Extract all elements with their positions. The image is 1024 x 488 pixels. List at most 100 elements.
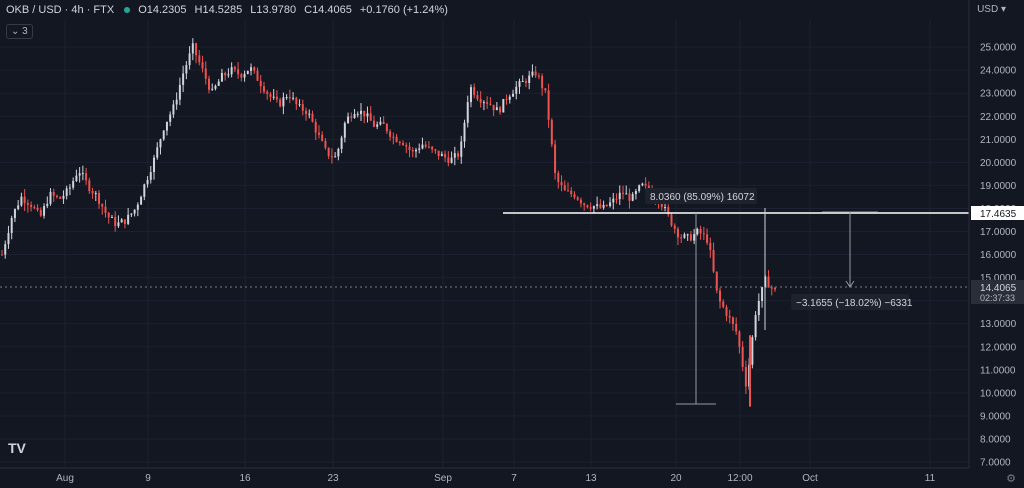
candle	[46, 196, 49, 209]
candle	[334, 152, 337, 158]
candle	[68, 184, 71, 196]
candle	[754, 311, 757, 341]
candle	[512, 89, 515, 97]
candle	[20, 192, 23, 207]
candle	[107, 211, 110, 224]
time-axis[interactable]: Aug 9 16 23 Sep 7 13 20 12:00 Oct 11	[0, 467, 969, 484]
candle	[240, 72, 243, 82]
candle	[201, 55, 204, 73]
candle	[418, 143, 421, 154]
candle	[563, 180, 566, 191]
candle	[88, 177, 91, 194]
candle	[560, 175, 563, 192]
candle	[567, 182, 570, 192]
candle	[408, 142, 411, 158]
price-axis[interactable]: 7.0000 8.0000 9.0000 10.0000 11.0000 12.0000 1…	[968, 0, 1024, 488]
candle	[389, 129, 392, 141]
price-tick-label: 9.0000	[980, 411, 1011, 422]
candle	[156, 142, 159, 160]
candle	[188, 46, 191, 70]
time-tick-label: 20	[670, 473, 682, 484]
candle	[385, 123, 388, 134]
candle	[279, 97, 282, 108]
candle	[486, 96, 489, 109]
candle	[62, 190, 65, 204]
tradingview-logo: TV	[8, 440, 26, 456]
candle	[735, 317, 738, 336]
indicators-toggle-button[interactable]: ⌄ 3	[6, 24, 33, 39]
price-tick-label: 25.0000	[980, 43, 1017, 54]
candle	[751, 335, 754, 369]
candle	[557, 170, 560, 189]
measure-down-label-bg	[791, 294, 909, 310]
time-tick-label: Sep	[434, 473, 452, 484]
candle	[453, 146, 456, 166]
candle	[347, 112, 350, 124]
currency-label: USD	[977, 4, 999, 15]
candle	[427, 141, 430, 149]
candle	[450, 151, 453, 164]
candle	[13, 208, 16, 223]
last-price-tag-text: 14.4065	[980, 283, 1017, 294]
candle	[706, 228, 709, 246]
candle	[59, 196, 62, 200]
candle	[317, 125, 320, 139]
candle	[372, 115, 375, 128]
candle	[596, 196, 599, 210]
time-tick-label: Oct	[802, 473, 818, 484]
candle	[531, 64, 534, 78]
candle	[214, 84, 217, 91]
price-tags: 17.4635 14.4065 02:37:33	[971, 206, 1024, 304]
candle	[382, 116, 385, 125]
candle	[91, 187, 94, 199]
candle	[473, 83, 476, 99]
candle	[327, 147, 330, 160]
price-tick-label: 11.0000	[980, 365, 1016, 376]
candle	[376, 121, 379, 130]
candle	[554, 139, 557, 180]
candle	[363, 110, 366, 124]
candle	[628, 188, 631, 209]
candle	[104, 199, 107, 218]
candle	[195, 42, 198, 64]
candle	[269, 92, 272, 102]
candle	[353, 109, 356, 119]
candle	[534, 66, 537, 79]
candle	[256, 67, 259, 82]
candle	[573, 191, 576, 200]
candle	[337, 147, 340, 161]
candle	[612, 192, 615, 210]
candle	[17, 199, 20, 211]
candle	[49, 188, 52, 206]
price-tick-label: 15.0000	[980, 273, 1017, 284]
candle	[243, 70, 246, 82]
candle	[52, 188, 55, 202]
candle	[738, 330, 741, 354]
candle	[191, 38, 194, 61]
price-axis-bg	[969, 0, 1024, 488]
candle	[10, 215, 13, 240]
candle	[586, 204, 589, 209]
candle	[23, 189, 26, 211]
market-status-icon	[124, 7, 131, 13]
candle	[233, 65, 236, 73]
candle	[576, 196, 579, 201]
price-tick-label: 10.0000	[980, 388, 1017, 399]
currency-selector[interactable]: USD ▾	[977, 4, 1006, 15]
candle	[686, 233, 689, 241]
symbol-title[interactable]: OKB / USD · 4h · FTX	[6, 4, 115, 16]
candle	[479, 91, 482, 108]
candle	[85, 167, 88, 185]
candle	[237, 62, 240, 79]
candle	[305, 107, 308, 121]
time-tick-label: 7	[511, 473, 517, 484]
settings-gear-icon[interactable]: ⚙	[1006, 473, 1016, 485]
candle	[321, 131, 324, 142]
symbol-header: OKB / USD · 4h · FTX O14.2305 H14.5285 L…	[6, 4, 448, 16]
candle	[761, 286, 764, 308]
candle	[153, 154, 156, 180]
candle	[398, 140, 401, 146]
candle	[301, 99, 304, 116]
candle	[288, 89, 291, 104]
